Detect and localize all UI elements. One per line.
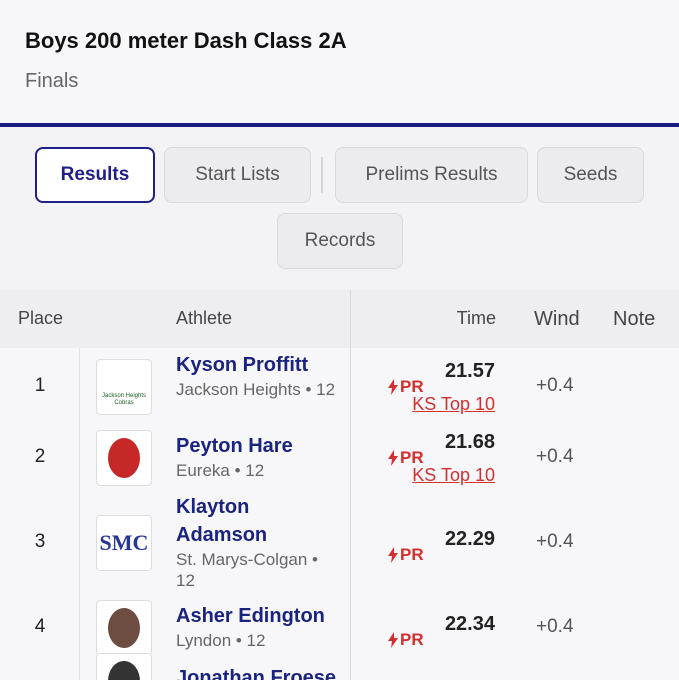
place: 1 [34,374,46,396]
column-divider [350,290,351,680]
bolt-icon [388,546,398,563]
wind: +0.4 [536,530,574,552]
place: 4 [34,615,46,637]
athlete-cell: Jonathan Froese [176,664,341,680]
tab[interactable]: Seeds [537,147,644,203]
wind: +0.4 [536,445,574,467]
athlete-name[interactable]: Jonathan Froese [176,667,337,680]
column-header: Wind [534,308,580,330]
team-name: Lyndon • 12 [176,631,266,650]
bolt-icon [388,449,398,466]
team-logo: SMC [96,514,152,571]
badge-text: PR [400,544,424,564]
athlete-cell: Kyson Proffitt Jackson Heights • 12 [176,351,341,400]
team-logo: Jackson Heights Cobras [96,358,152,415]
athlete-name[interactable]: Klayton Adamson [176,495,268,546]
pr-badge: PR [388,448,424,468]
column-divider [79,348,80,680]
record-link[interactable]: KS Top 10 [412,464,495,485]
team-logo [96,653,152,680]
bolt-icon [388,378,398,395]
team-name: Eureka • 12 [176,461,265,480]
tab-separator [321,157,323,193]
team-logo [96,599,152,656]
place: 2 [34,445,46,467]
event-title: Boys 200 meter Dash Class 2A [25,28,347,53]
team-name: St. Marys-Colgan • 12 [176,549,318,590]
athlete-cell: Klayton Adamson St. Marys-Colgan • 12 [176,493,341,591]
athlete-name[interactable]: Asher Edington [176,605,325,627]
team-name: Jackson Heights • 12 [176,379,336,399]
logo-art [108,661,140,680]
time: 22.29 [444,527,495,550]
tab[interactable]: Records [277,213,403,269]
athlete-name[interactable]: Peyton Hare [176,435,293,457]
wind: +0.4 [536,615,574,637]
column-header: Time [456,308,496,328]
wind: +0.4 [536,374,574,396]
time: 21.68 [444,430,495,453]
column-header: Note [613,308,656,330]
time: 21.57 [444,359,495,382]
column-header: Athlete [176,308,233,328]
bolt-icon [388,631,398,648]
tab[interactable]: Start Lists [164,147,311,203]
athlete-cell: Asher Edington Lyndon • 12 [176,602,341,651]
badge-text: PR [400,376,424,396]
logo-art [108,437,140,478]
pr-badge: PR [388,377,424,397]
badge-text: PR [400,629,424,649]
place: 3 [34,530,46,552]
logo-text: SMC [99,529,149,555]
table-header [0,290,679,348]
time: 22.34 [444,612,495,635]
tab[interactable]: Prelims Results [335,147,528,203]
athlete-name[interactable]: Kyson Proffitt [176,353,309,376]
logo-art [108,607,140,648]
record-link[interactable]: KS Top 10 [412,393,495,414]
tab[interactable]: Results [35,147,155,203]
pr-badge: PR [388,630,424,650]
divider [0,123,679,127]
pr-badge: PR [388,545,424,565]
logo-text: Jackson Heights Cobras [101,392,147,406]
team-logo [96,429,152,486]
athlete-cell: Peyton Hare Eureka • 12 [176,432,341,481]
badge-text: PR [400,447,424,467]
round-label: Finals [25,70,79,92]
column-header: Place [18,308,64,328]
